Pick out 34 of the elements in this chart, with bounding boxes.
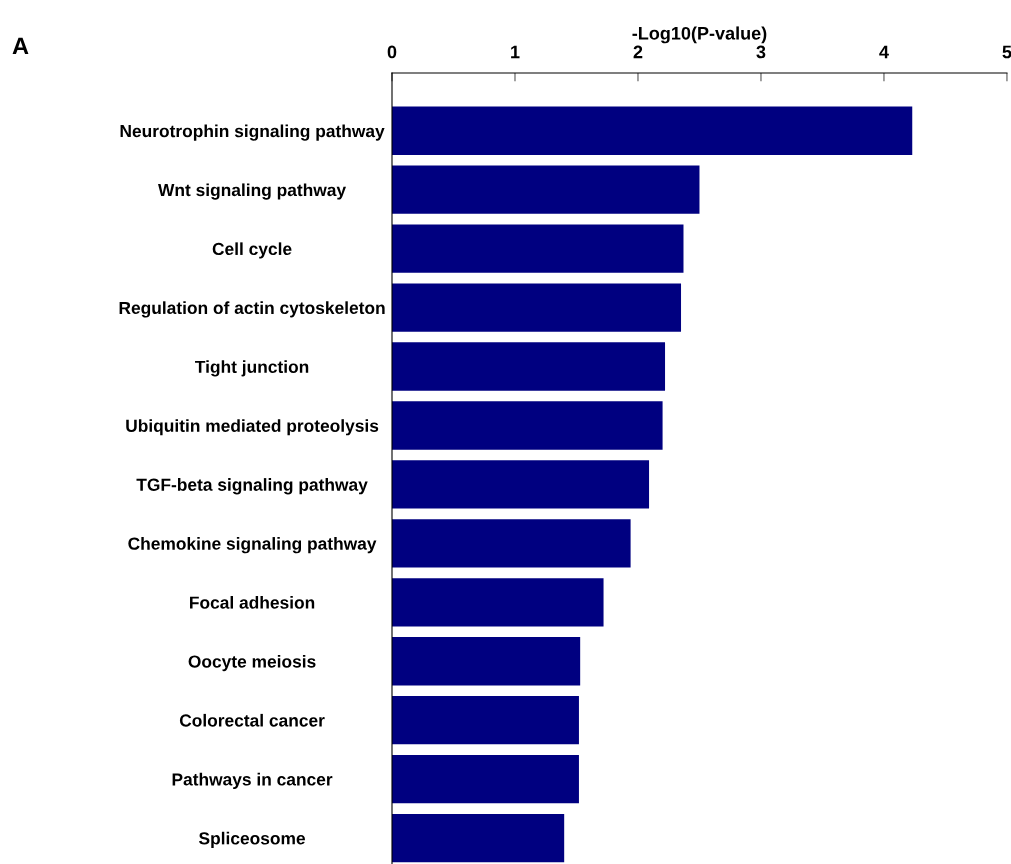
y-tick-label: Neurotrophin signaling pathway [120,124,385,141]
x-tick-label: 1 [511,45,520,59]
bar [392,578,604,627]
bar [392,754,579,804]
x-axis-title: -Log10(P-value) [632,26,767,44]
y-tick-label: Ubiquitin mediated proteolysis [126,419,379,436]
y-tick-label: Wnt signaling pathway [158,183,346,200]
bar [392,813,565,863]
bar [392,401,663,450]
x-tick-label: 5 [1002,45,1011,59]
y-tick-label: Chemokine signaling pathway [128,537,377,554]
y-tick-label: Colorectal cancer [179,713,325,727]
bar [392,519,631,568]
y-tick-label: Regulation of actin cytoskeleton [119,301,385,318]
text: A [12,37,29,55]
y-tick-label: Spliceosome [199,831,306,848]
bar [392,224,684,273]
bar [392,165,700,214]
x-tick-label: 3 [756,45,766,59]
bar [392,637,581,686]
y-tick-label: Cell cycle [212,242,292,259]
y-tick-label: Oocyte meiosis [188,654,316,672]
y-tick-label: TGF-beta signaling pathway [136,478,368,495]
y-tick-label: Focal adhesion [190,596,315,609]
bar [392,696,579,745]
x-tick-label: 0 [387,45,397,59]
bar [392,460,650,509]
y-tick-label: Pathways in cancer [172,772,333,790]
bar [392,106,913,155]
y-tick-label: Tight junction [195,360,309,377]
bar [392,342,666,391]
bar [392,283,682,332]
x-tick-label: 4 [879,45,889,59]
x-tick-label: 2 [633,45,643,59]
